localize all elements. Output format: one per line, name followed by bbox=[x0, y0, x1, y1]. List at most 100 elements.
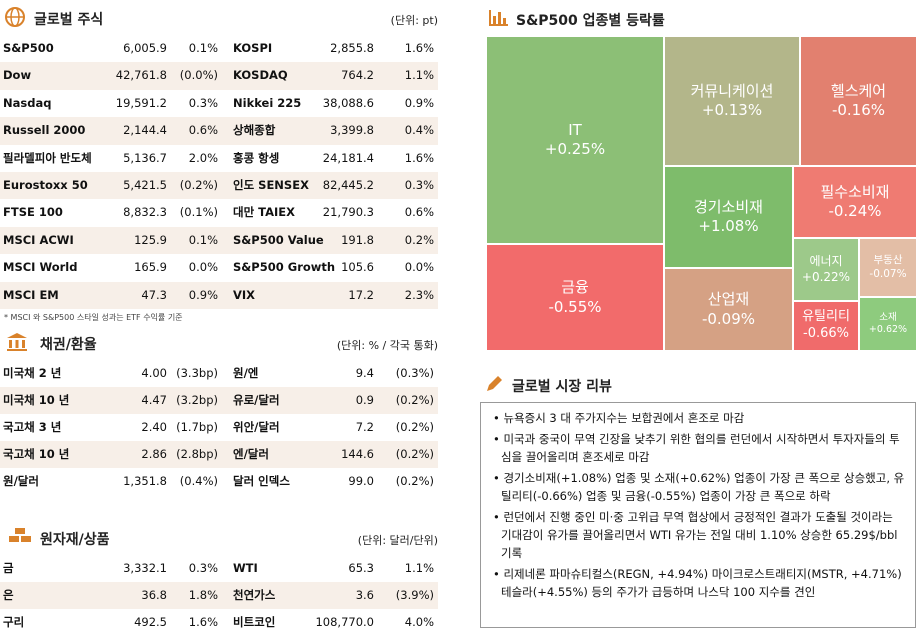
bullet: • bbox=[493, 411, 504, 425]
cell-value: 19,591.2 bbox=[115, 95, 167, 110]
cell-value: 492.5 bbox=[134, 615, 167, 629]
cell-change: 0.0% bbox=[188, 260, 218, 275]
cell-change: (3.2bp) bbox=[176, 393, 218, 407]
cell-change: 0.9% bbox=[188, 287, 218, 302]
pencil-icon bbox=[487, 376, 502, 391]
cell-value: 82,445.2 bbox=[322, 178, 374, 192]
cell-change: 1.6% bbox=[188, 615, 218, 629]
cell-value: 8,832.3 bbox=[123, 205, 167, 220]
cell-name: FTSE 100 bbox=[3, 205, 63, 220]
tile-label: 필수소비재 bbox=[820, 182, 890, 201]
tile-label: 커뮤니케이션 bbox=[690, 81, 774, 100]
cell-value: 165.9 bbox=[134, 260, 167, 275]
cell-name: 금 bbox=[3, 561, 14, 575]
table-row: Dow 42,761.8 (0.0%) KOSDAQ 764.2 1.1% bbox=[0, 62, 438, 90]
tile-label: 에너지 bbox=[809, 253, 843, 268]
cell-value: 1,351.8 bbox=[123, 474, 167, 488]
tile-label: 소재 bbox=[879, 311, 897, 323]
cell-value: 5,421.5 bbox=[123, 178, 167, 192]
cell-change: 0.1% bbox=[188, 232, 218, 247]
cell-name: 천연가스 bbox=[233, 588, 276, 602]
tile-label: 부동산 bbox=[873, 253, 903, 266]
table-row: 원/달러 1,351.8 (0.4%) 달러 인덱스 99.0 (0.2%) bbox=[0, 468, 438, 495]
cell-value: 21,790.3 bbox=[322, 205, 374, 220]
section-title: 채권/환율 bbox=[40, 337, 97, 353]
cell-name: Nasdaq bbox=[3, 95, 52, 110]
unit-label: (단위: % / 각국 통화) bbox=[336, 339, 438, 352]
cell-change: (0.2%) bbox=[395, 420, 434, 434]
tile-label: 헬스케어 bbox=[830, 81, 887, 100]
cell-name: 위안/달러 bbox=[233, 420, 280, 434]
cell-change: 1.1% bbox=[404, 561, 434, 575]
cell-name: Dow bbox=[3, 68, 32, 83]
tile-value: -0.24% bbox=[828, 202, 882, 220]
bullet: • bbox=[493, 510, 504, 524]
cell-value: 5,136.7 bbox=[123, 150, 167, 165]
bullet: • bbox=[493, 471, 504, 485]
review-text: 미국과 중국이 무역 긴장을 낮추기 위한 협의를 런던에서 시작하면서 투자자… bbox=[501, 432, 900, 464]
cell-name: MSCI ACWI bbox=[3, 232, 74, 247]
table-row: Nasdaq 19,591.2 0.3% Nikkei 225 38,088.6 0.9% bbox=[0, 90, 438, 117]
cell-value: 3,399.8 bbox=[330, 123, 374, 138]
cell-name: 미국채 2 년 bbox=[3, 366, 62, 380]
cell-change: (0.2%) bbox=[179, 178, 218, 192]
cell-change: 0.3% bbox=[188, 561, 218, 575]
section-title: 글로벌 주식 bbox=[34, 12, 104, 28]
cell-name: 비트코인 bbox=[233, 615, 276, 629]
cell-name: 상해종합 bbox=[233, 123, 276, 138]
cell-name: 달러 인덱스 bbox=[233, 474, 290, 488]
tile-label: 금융 bbox=[561, 278, 589, 296]
cell-name: 홍콩 항셍 bbox=[233, 150, 280, 165]
table-row: 구리 492.5 1.6% 비트코인 108,770.0 4.0% bbox=[0, 609, 438, 636]
cell-change: 0.0% bbox=[404, 260, 434, 275]
tile-value: +0.22% bbox=[801, 269, 851, 284]
cell-value: 191.8 bbox=[341, 232, 374, 247]
review-text: 리제네론 파마슈티컬스(REGN, +4.94%) 마이크로스트래티지(MSTR… bbox=[501, 567, 902, 599]
treemap-tile: 금융 -0.55% bbox=[487, 245, 663, 350]
cell-value: 2.40 bbox=[141, 420, 167, 434]
cell-value: 105.6 bbox=[341, 260, 374, 275]
cell-name: Eurostoxx 50 bbox=[3, 178, 88, 192]
cell-name: S&P500 bbox=[3, 41, 54, 55]
cell-name: 국고채 10 년 bbox=[3, 447, 70, 461]
treemap-tile: 소재 +0.62% bbox=[860, 298, 916, 350]
cell-change: 1.8% bbox=[188, 588, 218, 602]
treemap-tile: 경기소비재 +1.08% bbox=[665, 167, 792, 267]
treemap-tile: 필수소비재 -0.24% bbox=[794, 167, 916, 237]
review-item: • 리제네론 파마슈티컬스(REGN, +4.94%) 마이크로스트래티지(MS… bbox=[491, 565, 905, 601]
cell-name: 인도 SENSEX bbox=[233, 178, 309, 192]
cell-value: 4.00 bbox=[141, 366, 167, 380]
cell-name: WTI bbox=[233, 561, 258, 575]
cell-value: 0.9 bbox=[355, 393, 374, 407]
tile-value: -0.09% bbox=[701, 309, 756, 328]
cell-name: S&P500 Growth bbox=[233, 260, 336, 275]
cell-name: 필라델피아 반도체 bbox=[3, 150, 92, 165]
tile-value: -0.07% bbox=[869, 267, 907, 280]
cell-name: KOSDAQ bbox=[233, 68, 288, 83]
tile-value: -0.55% bbox=[548, 297, 602, 316]
cell-change: 2.3% bbox=[404, 287, 434, 302]
cell-change: 0.4% bbox=[404, 123, 434, 138]
tile-value: +1.08% bbox=[698, 217, 759, 235]
tile-label: 유틸리티 bbox=[802, 309, 850, 325]
table-row: MSCI ACWI 125.9 0.1% S&P500 Value 191.8 0.2% bbox=[0, 226, 438, 255]
cell-name: 원/달러 bbox=[3, 474, 39, 488]
cell-value: 65.3 bbox=[348, 561, 374, 575]
cell-value: 2,855.8 bbox=[330, 41, 374, 55]
note: * MSCI 와 S&P500 스타일 성과는 ETF 수익률 기준 bbox=[4, 313, 183, 322]
tile-value: -0.66% bbox=[803, 326, 849, 341]
cell-change: 4.0% bbox=[404, 615, 434, 629]
cell-value: 99.0 bbox=[348, 474, 374, 488]
cell-value: 7.2 bbox=[355, 420, 374, 434]
gold-icon bbox=[9, 528, 31, 542]
cell-value: 47.3 bbox=[141, 287, 167, 302]
tile-value: -0.16% bbox=[831, 101, 886, 119]
cell-change: 0.1% bbox=[188, 41, 218, 55]
cell-value: 42,761.8 bbox=[115, 68, 167, 83]
cell-name: 대만 TAIEX bbox=[233, 205, 296, 220]
unit-label: (단위: 달러/단위) bbox=[357, 534, 438, 547]
cell-name: Nikkei 225 bbox=[233, 95, 302, 110]
cell-change: 1.1% bbox=[404, 68, 434, 83]
cell-change: 1.6% bbox=[404, 41, 434, 55]
tile-label: 경기소비재 bbox=[693, 197, 763, 216]
